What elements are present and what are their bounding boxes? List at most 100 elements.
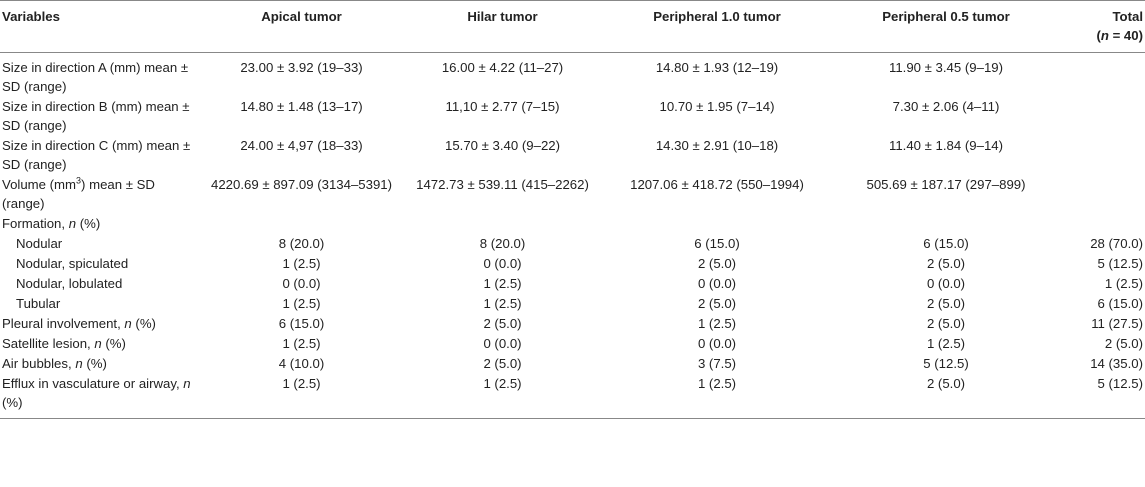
row-label: Air bubbles, n (%) [0,353,205,373]
satellite-label-n: n [94,336,102,351]
pleural-label-n: n [124,316,132,331]
row-label: Tubular [16,296,61,311]
cell-peripheral-0-5: 505.69 ± 187.17 (297–899) [866,177,1026,192]
header-total-count: = 40) [1108,28,1143,43]
cell-hilar: 2 (5.0) [483,316,522,331]
row-label: Nodular, spiculated [16,256,129,271]
efflux-label-pre: Efflux in vasculature or airway, [2,376,184,391]
table-row: Air bubbles, n (%) 4 (10.0) 2 (5.0) 3 (7… [0,353,1145,373]
table-row: Size in direction B (mm) mean ± SD (rang… [0,96,1145,135]
cell-apical: 24.00 ± 4,97 (18–33) [240,138,363,153]
cell-apical: 1 (2.5) [282,336,321,351]
header-hilar: Hilar tumor [467,9,538,24]
volume-label-post: ) mean ± SD (range) [2,177,155,211]
cell-apical: 0 (0.0) [282,276,321,291]
row-label: Size in direction C (mm) mean ± SD (rang… [2,138,191,172]
cell-total: 6 (15.0) [1097,296,1143,311]
table-row: Efflux in vasculature or airway, n (%) 1… [0,373,1145,419]
cell-apical: 14.80 ± 1.48 (13–17) [240,99,363,114]
cell-hilar: 0 (0.0) [483,336,522,351]
cell-total: 1 (2.5) [1104,276,1143,291]
cell-peripheral-1-0: 10.70 ± 1.95 (7–14) [659,99,775,114]
air-label-pre: Air bubbles, [2,356,76,371]
formation-label-n: n [68,216,77,231]
table-row: Nodular 8 (20.0) 8 (20.0) 6 (15.0) 6 (15… [0,233,1145,253]
cell-total [1065,174,1145,213]
cell-apical: 1 (2.5) [282,256,321,271]
table-row: Formation, n (%) [0,213,1145,233]
table-row: Size in direction C (mm) mean ± SD (rang… [0,135,1145,174]
cell-peripheral-0-5: 11.90 ± 3.45 (9–19) [888,60,1004,75]
cell-peripheral-0-5: 2 (5.0) [926,296,966,311]
table-row: Pleural involvement, n (%) 6 (15.0) 2 (5… [0,313,1145,333]
table-body: Size in direction A (mm) mean ± SD (rang… [0,53,1145,419]
cell-total: 28 (70.0) [1090,236,1143,251]
formation-label-pre: Formation, [2,216,69,231]
cell-peripheral-1-0: 14.30 ± 2.91 (10–18) [655,138,779,153]
cell-total: 14 (35.0) [1090,356,1143,371]
row-label: Volume (mm3) mean ± SD (range) [0,174,205,213]
cell-peripheral-1-0: 0 (0.0) [697,276,737,291]
row-label: Size in direction B (mm) mean ± SD (rang… [2,99,190,133]
table-row: Tubular 1 (2.5) 1 (2.5) 2 (5.0) 2 (5.0) … [0,293,1145,313]
row-label: Nodular, lobulated [16,276,123,291]
satellite-label-post: (%) [101,336,126,351]
cell-peripheral-1-0: 1 (2.5) [697,316,737,331]
cell-peripheral-1-0: 14.80 ± 1.93 (12–19) [655,60,779,75]
cell-hilar: 0 (0.0) [483,256,522,271]
cell-peripheral-1-0: 0 (0.0) [697,336,737,351]
air-label-post: (%) [82,356,107,371]
row-label: Formation, n (%) [0,213,1145,233]
header-apical: Apical tumor [261,9,342,24]
cell-peripheral-1-0: 1207.06 ± 418.72 (550–1994) [630,177,804,192]
pleural-label-post: (%) [131,316,156,331]
cell-hilar: 1 (2.5) [483,376,522,391]
cell-hilar: 15.70 ± 3.40 (9–22) [444,138,561,153]
row-label: Satellite lesion, n (%) [0,333,205,353]
cell-peripheral-1-0: 3 (7.5) [697,356,737,371]
cell-total: 11 (27.5) [1091,316,1143,331]
cell-apical: 8 (20.0) [278,236,325,251]
cell-apical: 23.00 ± 3.92 (19–33) [240,60,363,75]
table-row: Nodular, spiculated 1 (2.5) 0 (0.0) 2 (5… [0,253,1145,273]
cell-peripheral-1-0: 6 (15.0) [694,236,740,251]
row-label: Pleural involvement, n (%) [0,313,205,333]
cell-peripheral-0-5: 0 (0.0) [926,276,966,291]
cell-total [1065,96,1145,135]
cell-apical: 4220.69 ± 897.09 (3134–5391) [210,177,393,192]
cell-hilar: 2 (5.0) [483,356,522,371]
cell-peripheral-0-5: 2 (5.0) [926,316,966,331]
table-row: Volume (mm3) mean ± SD (range) 4220.69 ±… [0,174,1145,213]
cell-peripheral-1-0: 2 (5.0) [697,256,737,271]
tumor-characteristics-table: Variables Apical tumor Hilar tumor Perip… [0,0,1145,419]
cell-hilar: 1472.73 ± 539.11 (415–2262) [416,177,589,192]
cell-peripheral-0-5: 2 (5.0) [926,256,966,271]
cell-peripheral-0-5: 7.30 ± 2.06 (4–11) [892,99,1000,114]
formation-label-post: (%) [76,216,101,231]
header-peripheral-1-0: Peripheral 1.0 tumor [653,9,781,24]
cell-total: 5 (12.5) [1097,256,1143,271]
cell-apical: 6 (15.0) [278,316,325,331]
row-label: Size in direction A (mm) mean ± SD (rang… [2,60,189,94]
cell-peripheral-0-5: 2 (5.0) [926,376,966,391]
efflux-label-n: n [183,376,191,391]
header-variables: Variables [2,9,60,24]
volume-label-pre: Volume (mm [2,177,77,192]
table-row: Size in direction A (mm) mean ± SD (rang… [0,53,1145,97]
satellite-label-pre: Satellite lesion, [2,336,95,351]
cell-total [1065,135,1145,174]
cell-hilar: 1 (2.5) [483,276,522,291]
cell-peripheral-0-5: 6 (15.0) [923,236,969,251]
cell-peripheral-0-5: 1 (2.5) [926,336,966,351]
cell-peripheral-0-5: 11.40 ± 1.84 (9–14) [888,138,1004,153]
pleural-label-pre: Pleural involvement, [2,316,125,331]
row-label: Nodular [16,236,63,251]
header-total-label: Total [1112,9,1143,24]
table-row: Nodular, lobulated 0 (0.0) 1 (2.5) 0 (0.… [0,273,1145,293]
cell-apical: 1 (2.5) [282,296,321,311]
header-row: Variables Apical tumor Hilar tumor Perip… [0,0,1145,53]
air-label-n: n [75,356,83,371]
cell-hilar: 16.00 ± 4.22 (11–27) [441,60,564,75]
header-peripheral-0-5: Peripheral 0.5 tumor [882,9,1010,24]
volume-label-sup: 3 [76,175,82,186]
